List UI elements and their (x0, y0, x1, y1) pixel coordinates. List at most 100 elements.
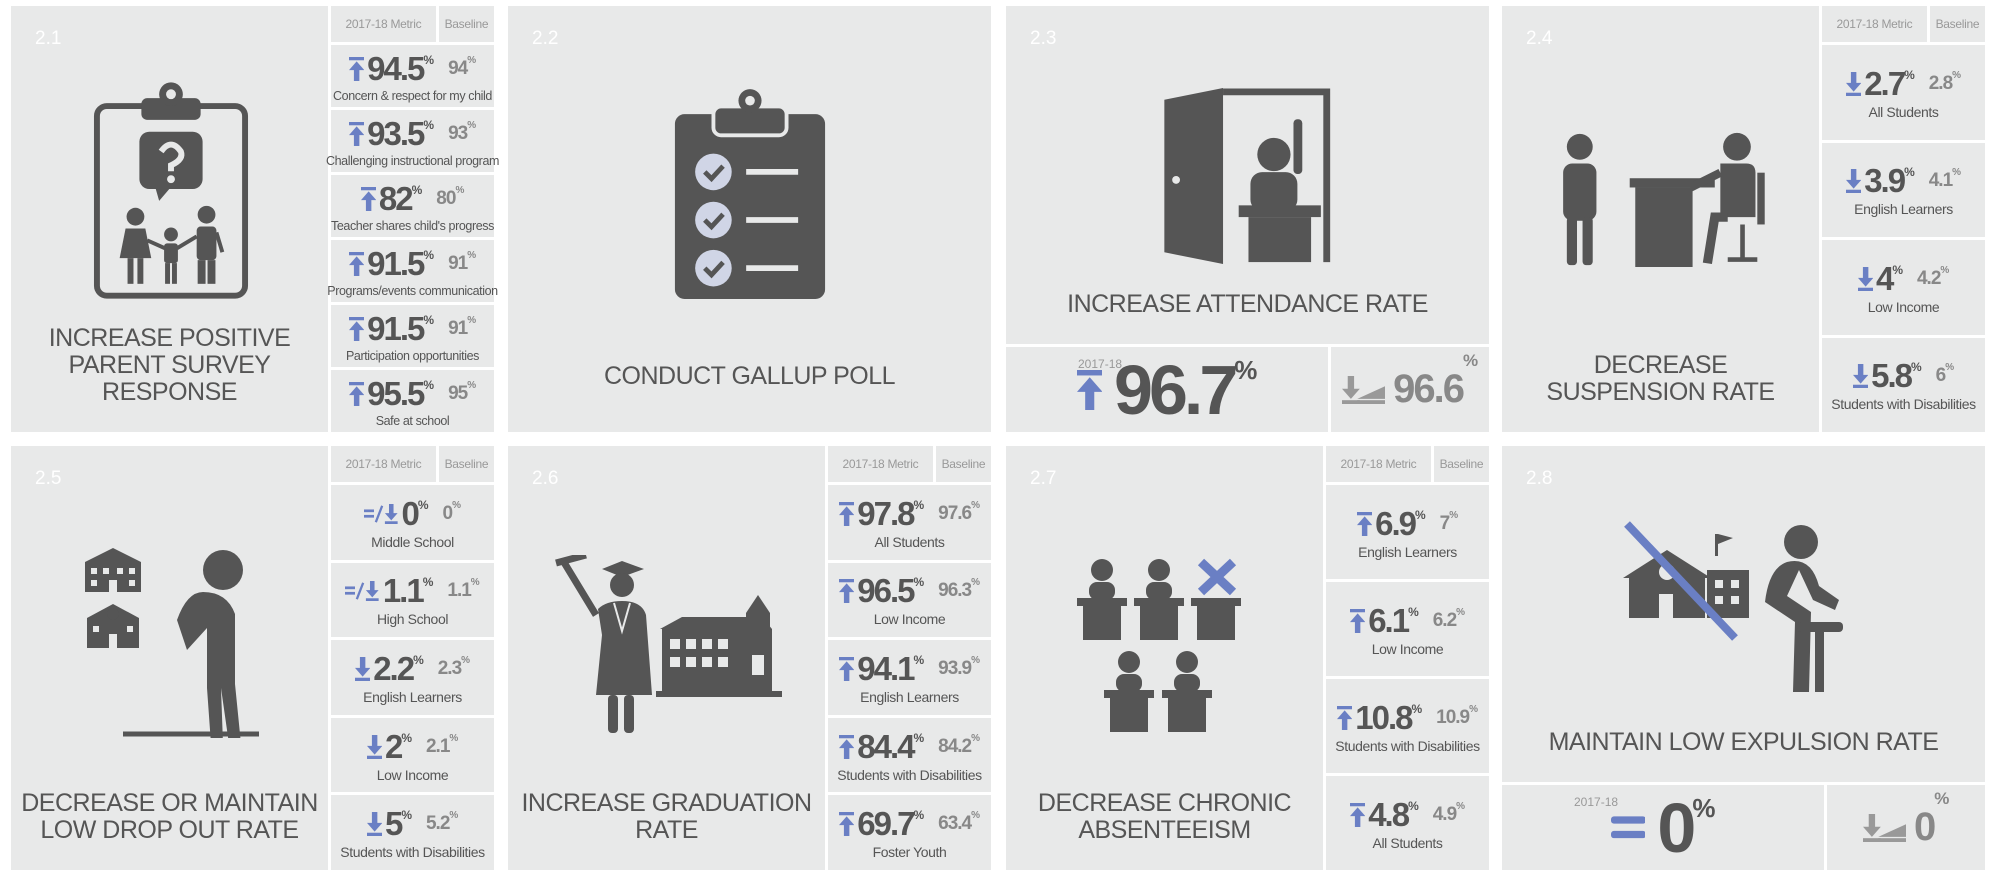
metric-unit: % (1408, 799, 1419, 813)
baseline-unit: % (449, 810, 458, 821)
panel: 2.3INCREASE ATTENDANCE RATE2017-1896.7%9… (1006, 6, 1489, 432)
icon (83, 548, 261, 738)
metric-values: 95.5%95% (349, 375, 476, 413)
metric-unit: % (412, 183, 423, 197)
metric-values: 2.7%2.8% (1846, 65, 1961, 103)
metric-value: 96.5 (857, 572, 913, 610)
header-cell: Baseline (439, 6, 494, 42)
icon-part (198, 260, 206, 284)
icon-part (367, 745, 382, 754)
icon-part (1611, 816, 1646, 823)
dashboard: 2.1INCREASE POSITIVEPARENT SURVEY RESPON… (0, 0, 1991, 870)
icon-part (1357, 512, 1372, 515)
icon-part (839, 817, 854, 826)
metric-value: 2 (385, 728, 401, 766)
icon-part (355, 668, 370, 677)
icon-part (107, 608, 119, 620)
header-cell: 2017-18 Metric (331, 446, 436, 482)
icon-part (1784, 525, 1818, 559)
metric-row: 97.8%97.6%All Students (828, 485, 991, 560)
baseline-unit: % (971, 655, 980, 666)
panel-number: 2.1 (35, 28, 61, 50)
icon-part (702, 657, 712, 667)
trend-icon (349, 317, 364, 341)
icon-part (127, 626, 133, 632)
header-cell: Baseline (1434, 446, 1489, 482)
icon-part (1707, 217, 1727, 263)
icon-part (1858, 364, 1863, 376)
metric-row: 91.5%91%Programs/events communication (331, 240, 494, 302)
icon-part (839, 812, 854, 815)
icon-part (1728, 224, 1758, 259)
icon-part (670, 657, 680, 667)
icon-part (1868, 814, 1874, 828)
metric-row: 10.8%10.9%Students with Disabilities (1326, 679, 1489, 773)
icon-part (1174, 674, 1200, 692)
baseline-value: 2.8 (1929, 73, 1952, 95)
icon-part (354, 134, 359, 146)
icon-part (367, 755, 382, 758)
highlight-year: 2017-18 (1574, 795, 1618, 809)
baseline-value: 93.9 (938, 658, 971, 680)
icon-part (1851, 72, 1856, 84)
trend-icon (1863, 814, 1906, 842)
icon-part (349, 256, 364, 265)
trend-icon (839, 735, 854, 759)
panel-number: 2.2 (532, 28, 558, 50)
icon-part (844, 591, 849, 603)
title-line: MAINTAIN LOW EXPULSION RATE (1502, 729, 1985, 756)
panel-main: 2.2 CONDUCT GALLUP POLL (508, 6, 991, 432)
title-line: PARENT SURVEY RESPONSE (11, 352, 328, 406)
icon-part (1239, 205, 1321, 217)
baseline-unit: % (971, 500, 980, 511)
baseline-unit: % (467, 55, 476, 66)
metric-unit: % (1408, 605, 1419, 619)
metric-values: 94.1%93.9% (839, 650, 980, 688)
metric-values: 10.8%10.9% (1337, 699, 1478, 737)
icon-part (752, 655, 764, 675)
panel-title: CONDUCT GALLUP POLL (508, 363, 991, 390)
metric-values: 69.7%63.4% (839, 805, 980, 843)
metric-values: 94.5%94% (349, 50, 476, 88)
icon-part (1168, 698, 1206, 732)
icon-part (686, 639, 696, 649)
icon-part (1635, 187, 1692, 267)
metric-row: 0%0%Middle School (331, 485, 494, 560)
icon-part (345, 592, 355, 595)
icon-part (164, 228, 178, 242)
highlight-value: 0 (1657, 788, 1692, 868)
metric-label: Teacher shares child's progress (331, 219, 494, 233)
metric-values: 91.5%91% (349, 245, 476, 283)
panel: 2.2 CONDUCT GALLUP POLL (508, 6, 991, 432)
baseline-value: 6 (1936, 365, 1946, 387)
metric-label: English Learners (1358, 544, 1457, 560)
metric-label: Concern & respect for my child (333, 89, 492, 103)
icon-part (839, 735, 854, 738)
metric-unit: % (1411, 702, 1422, 716)
metric-label: All Students (1869, 104, 1939, 120)
metric-value: 4.8 (1368, 796, 1408, 834)
icon-part (1134, 598, 1184, 606)
icon-part (556, 555, 596, 615)
baseline-unit: % (1934, 789, 1949, 809)
icon-part (1858, 278, 1873, 287)
metric-unit: % (913, 653, 924, 667)
icon-part (361, 187, 376, 190)
trend-icon (345, 581, 380, 601)
panel-main: 2.6INCREASE GRADUATION RATE (508, 446, 825, 870)
metric-values: 96.5%96.3% (839, 572, 980, 610)
baseline-value: 97.6 (938, 503, 971, 525)
icon-part (364, 515, 374, 518)
icon-part (91, 568, 97, 574)
baseline-value: 7 (1440, 513, 1450, 535)
metric-values: 6.1%6.2% (1350, 602, 1465, 640)
icon-part (376, 506, 382, 522)
metric-label: All Students (1373, 835, 1443, 851)
icon-part (360, 657, 365, 669)
metric-unit: % (1911, 360, 1922, 374)
metric-label: Challenging instructional program (326, 154, 499, 168)
metric-unit: % (913, 498, 924, 512)
metric-row: 96.5%96.3%Low Income (828, 563, 991, 638)
icon-part (1140, 606, 1178, 640)
